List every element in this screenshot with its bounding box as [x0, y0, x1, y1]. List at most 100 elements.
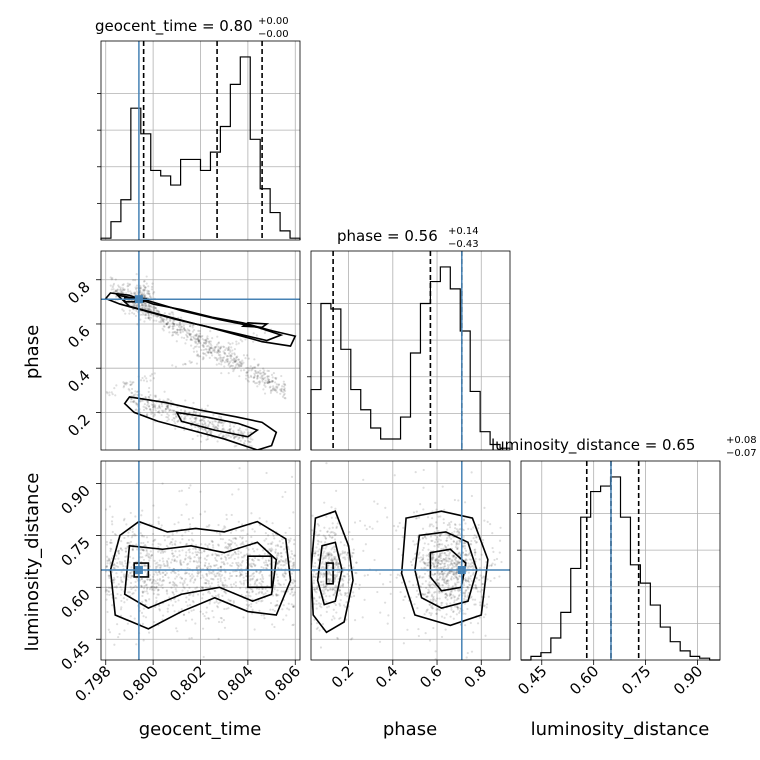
sample-point — [229, 599, 233, 602]
sample-point — [114, 278, 117, 281]
sample-point — [205, 606, 209, 609]
sample-point — [427, 588, 430, 591]
sample-point — [224, 526, 227, 529]
sample-point — [164, 410, 167, 413]
sample-point — [109, 276, 112, 279]
sample-point — [211, 553, 214, 556]
sample-point — [251, 547, 255, 551]
sample-point — [148, 574, 151, 577]
sample-point — [240, 529, 243, 532]
sample-point — [339, 592, 342, 595]
sample-point — [242, 554, 246, 557]
sample-point — [456, 547, 459, 551]
sample-point — [126, 622, 129, 625]
sample-point — [472, 567, 475, 570]
sample-point — [451, 564, 454, 567]
sample-point — [242, 369, 246, 372]
sample-point — [171, 591, 175, 595]
sample-point — [421, 536, 425, 540]
sample-point — [304, 567, 306, 569]
sample-point — [444, 556, 448, 559]
sample-point — [144, 570, 147, 573]
sample-point — [439, 566, 443, 569]
sample-point — [146, 307, 149, 310]
sample-point — [204, 421, 207, 425]
sample-point — [142, 549, 145, 552]
sample-point — [124, 550, 128, 553]
sample-point — [489, 579, 492, 583]
sample-point — [110, 541, 113, 544]
sample-point — [244, 377, 248, 380]
sample-point — [126, 541, 129, 544]
sample-point — [274, 381, 277, 384]
sample-point — [469, 583, 472, 587]
sample-point — [446, 580, 449, 583]
sample-point — [305, 556, 307, 558]
sample-point — [272, 371, 276, 375]
sample-point — [122, 575, 125, 578]
sample-point — [259, 577, 262, 581]
sample-point — [217, 581, 220, 584]
sample-point — [213, 427, 216, 430]
sample-point — [145, 304, 148, 307]
sample-point — [303, 556, 305, 558]
sample-point — [251, 590, 254, 593]
sample-point — [384, 506, 387, 509]
sample-point — [263, 369, 266, 372]
sample-point — [128, 283, 132, 286]
sample-point — [479, 574, 482, 577]
sample-point — [290, 590, 294, 594]
sample-point — [147, 316, 150, 319]
sample-point — [218, 532, 221, 535]
sample-point — [422, 560, 425, 564]
sample-point — [131, 586, 134, 589]
sample-point — [433, 591, 436, 594]
sample-point — [323, 574, 326, 577]
sample-point — [143, 581, 146, 585]
sample-point — [432, 600, 435, 603]
sample-point — [307, 589, 309, 591]
sample-point — [491, 532, 494, 535]
y-tick-label-luminosity_distance-3: 0.90 — [57, 482, 93, 518]
sample-point — [253, 366, 256, 369]
sample-point — [142, 564, 145, 567]
sample-point — [226, 348, 230, 351]
sample-point — [140, 611, 144, 614]
sample-point — [467, 565, 470, 569]
sample-point — [253, 628, 256, 631]
sample-point — [163, 325, 166, 328]
sample-point — [184, 342, 187, 345]
sample-point — [342, 556, 345, 559]
sample-point — [252, 572, 255, 575]
sample-point — [153, 372, 156, 375]
sample-point — [441, 573, 445, 576]
sample-point — [205, 424, 208, 427]
sample-point — [314, 550, 317, 553]
sample-point — [449, 602, 452, 605]
sample-point — [216, 606, 220, 609]
sample-point — [207, 419, 210, 423]
sample-point — [200, 543, 203, 546]
sample-point — [428, 584, 431, 587]
sample-point — [289, 560, 292, 563]
sample-point — [276, 579, 279, 582]
sample-point — [150, 285, 154, 289]
sample-point — [167, 404, 170, 407]
sample-point — [106, 562, 109, 565]
sample-point — [217, 341, 221, 344]
sample-point — [334, 533, 338, 536]
sample-point — [114, 596, 117, 600]
sample-point — [329, 587, 332, 590]
sample-point — [300, 585, 302, 587]
sample-point — [406, 628, 409, 631]
sample-point — [192, 601, 195, 604]
sample-point — [273, 625, 276, 629]
sample-point — [259, 372, 262, 375]
sample-point — [183, 329, 187, 332]
sample-point — [160, 402, 163, 405]
sample-point — [154, 306, 157, 310]
sample-point — [154, 580, 157, 583]
sample-point — [282, 590, 285, 593]
sample-point — [280, 388, 283, 391]
sample-point — [119, 614, 123, 617]
